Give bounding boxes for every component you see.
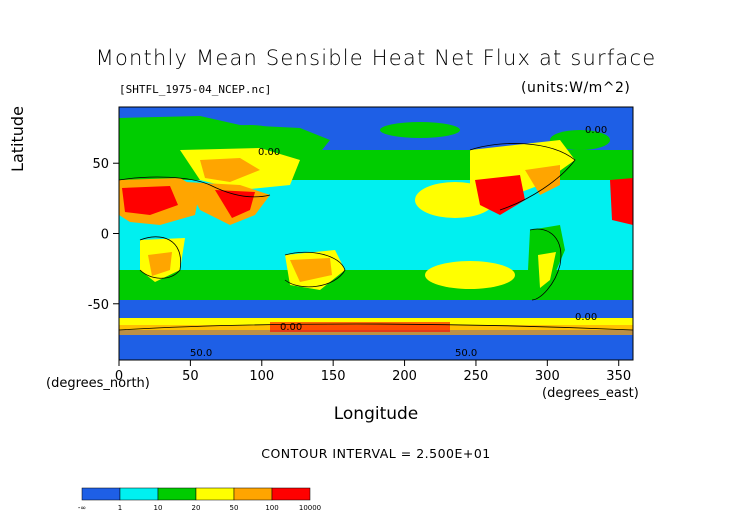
legend-swatch — [81, 487, 121, 501]
contour-label: 0.00 — [575, 312, 597, 323]
legend-swatch — [195, 487, 235, 501]
contour-label: 0.00 — [280, 322, 302, 333]
y-unit-note: (degrees_north) — [46, 376, 150, 391]
contour-label: 50.0 — [190, 348, 212, 359]
x-tick-label: 250 — [464, 369, 489, 384]
legend-swatch — [271, 487, 311, 501]
x-tick-label: 150 — [321, 369, 346, 384]
filename-label: [SHTFL_1975-04_NCEP.nc] — [119, 83, 272, 96]
contour-label: 0.00 — [585, 125, 607, 136]
flux-field — [119, 107, 633, 360]
legend-label: 20 — [192, 504, 201, 512]
legend-swatch — [119, 487, 159, 501]
x-unit-note: (degrees_east) — [542, 386, 639, 401]
color-legend: -∞ 1 10 20 50 100 10000 — [78, 487, 321, 512]
legend-swatch — [233, 487, 273, 501]
contour-label: 0.00 — [258, 147, 280, 158]
x-axis-label: Longitude — [333, 404, 419, 424]
legend-label: 100 — [265, 504, 278, 512]
x-tick-label: 50 — [182, 369, 199, 384]
legend-label: -∞ — [78, 504, 86, 512]
y-tick-label: -50 — [88, 298, 109, 313]
x-tick-label: 200 — [392, 369, 417, 384]
legend-label: 50 — [230, 504, 239, 512]
x-tick-label: 100 — [249, 369, 274, 384]
x-tick-label: 350 — [606, 369, 631, 384]
x-tick-label: 0 — [115, 369, 123, 384]
legend-swatch — [157, 487, 197, 501]
axis-ticks: 0 50 100 150 200 250 300 350 -50 0 50 — [88, 157, 631, 384]
map-title: Monthly Mean Sensible Heat Net Flux at s… — [95, 46, 657, 70]
legend-label: 1 — [118, 504, 122, 512]
y-tick-label: 0 — [101, 228, 109, 243]
legend-label: 10000 — [299, 504, 321, 512]
units-label: (units:W/m^2) — [521, 80, 631, 96]
contour-label: 50.0 — [455, 348, 477, 359]
legend-label: 10 — [154, 504, 163, 512]
x-tick-label: 300 — [535, 369, 560, 384]
contour-interval: CONTOUR INTERVAL = 2.500E+01 — [261, 446, 491, 461]
y-tick-label: 50 — [92, 157, 109, 172]
